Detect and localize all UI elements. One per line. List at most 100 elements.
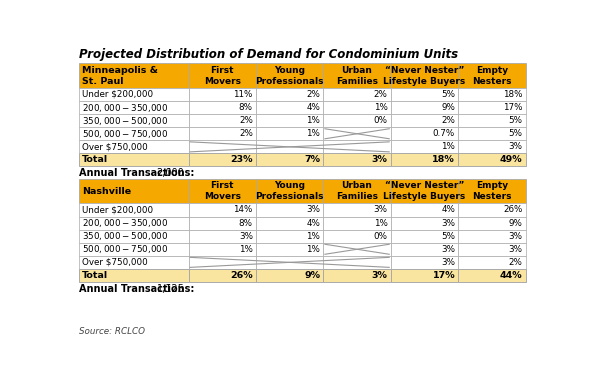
Bar <box>79 101 189 114</box>
Text: 5%: 5% <box>441 90 455 99</box>
Bar <box>256 179 323 203</box>
Text: Empty
Nesters: Empty Nesters <box>472 181 512 201</box>
Text: 9%: 9% <box>509 218 523 228</box>
Text: 1%: 1% <box>306 116 320 125</box>
Bar <box>458 88 526 101</box>
Bar <box>458 101 526 114</box>
Text: 3%: 3% <box>306 206 320 214</box>
Bar <box>189 203 256 217</box>
Text: 1%: 1% <box>374 218 388 228</box>
Bar <box>189 114 256 127</box>
Text: 17%: 17% <box>432 271 455 280</box>
Text: Projected Distribution of Demand for Condominium Units: Projected Distribution of Demand for Con… <box>79 48 458 61</box>
Bar <box>323 114 391 127</box>
Text: 2%: 2% <box>306 90 320 99</box>
Text: 18%: 18% <box>432 155 455 165</box>
Text: 0.7%: 0.7% <box>433 129 455 138</box>
Text: Over $750,000: Over $750,000 <box>82 258 148 267</box>
Text: 5%: 5% <box>509 129 523 138</box>
Text: Annual Transactions:: Annual Transactions: <box>79 168 195 178</box>
Bar <box>256 63 323 88</box>
Bar <box>256 114 323 127</box>
Bar <box>189 179 256 203</box>
Bar <box>391 243 458 256</box>
Bar <box>458 63 526 88</box>
Bar <box>79 179 189 203</box>
Text: 1%: 1% <box>306 245 320 254</box>
Bar <box>391 203 458 217</box>
Text: “Never Nester”
Lifestyle Buyers: “Never Nester” Lifestyle Buyers <box>384 181 466 201</box>
Bar <box>323 230 391 243</box>
Bar <box>256 127 323 140</box>
Text: 17%: 17% <box>503 103 523 112</box>
Text: Nashville: Nashville <box>82 187 132 196</box>
Text: 1%: 1% <box>306 232 320 241</box>
Text: 4%: 4% <box>306 218 320 228</box>
Text: Under $200,000: Under $200,000 <box>82 206 153 214</box>
Text: Source: RCLCO: Source: RCLCO <box>79 327 145 336</box>
Bar <box>189 230 256 243</box>
Text: 1%: 1% <box>306 129 320 138</box>
Bar <box>79 140 189 154</box>
Text: 26%: 26% <box>230 271 253 280</box>
Bar <box>189 140 256 154</box>
Text: Young
Professionals: Young Professionals <box>255 66 324 86</box>
Bar <box>391 127 458 140</box>
Bar <box>391 114 458 127</box>
Text: 8%: 8% <box>239 103 253 112</box>
Bar <box>79 269 189 282</box>
Bar <box>323 88 391 101</box>
Text: 5%: 5% <box>441 232 455 241</box>
Text: $350,000-$500,000: $350,000-$500,000 <box>82 115 169 127</box>
Text: Annual Transactions:: Annual Transactions: <box>79 283 195 293</box>
Text: 4%: 4% <box>441 206 455 214</box>
Text: 3%: 3% <box>239 232 253 241</box>
Text: 9%: 9% <box>441 103 455 112</box>
Text: Urban
Families: Urban Families <box>336 181 378 201</box>
Bar <box>458 179 526 203</box>
Bar <box>391 256 458 269</box>
Text: 14%: 14% <box>234 206 253 214</box>
Bar <box>189 256 256 269</box>
Bar <box>79 203 189 217</box>
Text: 49%: 49% <box>500 155 523 165</box>
Bar <box>79 243 189 256</box>
Bar <box>458 127 526 140</box>
Text: $350,000-$500,000: $350,000-$500,000 <box>82 230 169 242</box>
Bar <box>458 230 526 243</box>
Bar <box>458 256 526 269</box>
Text: Minneapolis &
St. Paul: Minneapolis & St. Paul <box>82 66 158 86</box>
Bar <box>189 243 256 256</box>
Text: 2%: 2% <box>239 116 253 125</box>
Text: First
Movers: First Movers <box>204 181 241 201</box>
Bar <box>323 203 391 217</box>
Text: $200,000-$350,000: $200,000-$350,000 <box>82 101 169 114</box>
Bar <box>189 217 256 230</box>
Text: Urban
Families: Urban Families <box>336 66 378 86</box>
Bar <box>323 140 391 154</box>
Text: 3%: 3% <box>372 155 388 165</box>
Text: 1%: 1% <box>441 142 455 151</box>
Bar <box>79 88 189 101</box>
Bar <box>189 154 256 166</box>
Text: Young
Professionals: Young Professionals <box>255 181 324 201</box>
Bar <box>391 88 458 101</box>
Text: Total: Total <box>82 271 109 280</box>
Bar <box>323 269 391 282</box>
Bar <box>189 63 256 88</box>
Bar <box>391 154 458 166</box>
Bar <box>79 217 189 230</box>
Bar <box>256 217 323 230</box>
Bar <box>391 140 458 154</box>
Bar <box>323 256 391 269</box>
Text: 5%: 5% <box>509 116 523 125</box>
Text: First
Movers: First Movers <box>204 66 241 86</box>
Bar <box>79 114 189 127</box>
Text: 3%: 3% <box>509 232 523 241</box>
Bar <box>79 63 189 88</box>
Bar <box>323 101 391 114</box>
Text: 2%: 2% <box>374 90 388 99</box>
Bar <box>323 243 391 256</box>
Text: 0%: 0% <box>373 116 388 125</box>
Bar <box>189 101 256 114</box>
